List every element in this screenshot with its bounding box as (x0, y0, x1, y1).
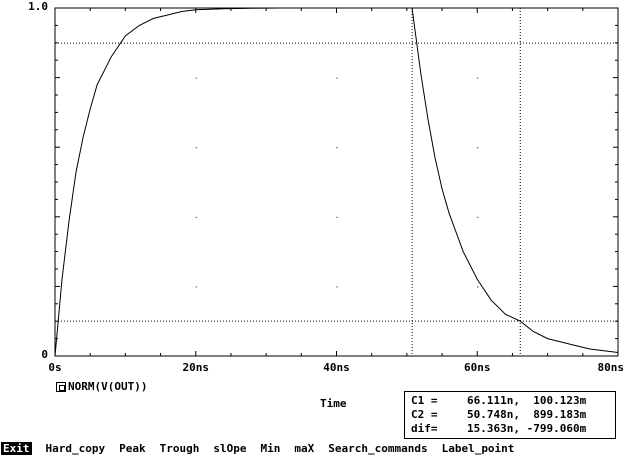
legend-marker-icon (56, 381, 66, 392)
grid-dot (336, 286, 338, 288)
cursor-value: 15.363n, -799.060m (467, 422, 587, 435)
x-tick-label: 0s (48, 361, 62, 374)
menu-item-trough[interactable]: Trough (159, 442, 200, 455)
x-tick-label: 20ns (182, 361, 210, 374)
grid-dot (195, 286, 197, 288)
command-menu-bar: Exit Hard_copy Peak Trough slOpe Min maX… (0, 442, 624, 455)
cursor-value: 50.748n, 899.183m (467, 408, 587, 421)
legend: NORM(V(OUT)) (56, 380, 147, 393)
grid-dots (195, 77, 479, 288)
cursor-label: C2 = (411, 408, 438, 421)
cursor-readout-box: C1 = 66.111n, 100.123m C2 = 50.748n, 899… (404, 391, 616, 439)
menu-item-search-commands[interactable]: Search_commands (328, 442, 428, 455)
menu-item-max[interactable]: maX (294, 442, 315, 455)
x-tick-label: 80ns (597, 361, 624, 374)
grid-dot (336, 147, 338, 149)
cursor-label: dif= (411, 422, 438, 435)
menu-item-exit[interactable]: Exit (1, 442, 32, 455)
grid-dot (336, 216, 338, 218)
grid-dot (336, 77, 338, 79)
y-tick-label: 0 (41, 348, 48, 361)
cursor-row-dif: dif= 15.363n, -799.060m (411, 422, 609, 436)
menu-item-label-point[interactable]: Label_point (441, 442, 515, 455)
cursor-lines (55, 8, 618, 356)
x-tick-label: 60ns (464, 361, 491, 374)
cursor-value: 66.111n, 100.123m (467, 394, 587, 407)
cursor-label: C1 = (411, 394, 438, 407)
axis-ticks (54, 7, 619, 357)
menu-item-peak[interactable]: Peak (119, 442, 146, 455)
menu-item-min[interactable]: Min (260, 442, 281, 455)
grid-dot (477, 286, 479, 288)
grid-dot (195, 77, 197, 79)
y-tick-label: 1.0 (28, 0, 48, 13)
grid-dot (477, 147, 479, 149)
legend-label: NORM(V(OUT)) (68, 380, 148, 393)
menu-item-hard-copy[interactable]: Hard_copy (45, 442, 106, 455)
grid-dot (477, 216, 479, 218)
series-line-norm-v-out (54, 7, 619, 357)
x-axis-title: Time (320, 397, 347, 410)
grid-dot (195, 216, 197, 218)
menu-item-slope[interactable]: slOpe (213, 442, 247, 455)
grid-dot (195, 147, 197, 149)
cursor-row-c2: C2 = 50.748n, 899.183m (411, 408, 609, 422)
x-tick-label: 40ns (323, 361, 350, 374)
cursor-row-c1: C1 = 66.111n, 100.123m (411, 394, 609, 408)
grid-dot (477, 77, 479, 79)
plot-area[interactable] (0, 0, 624, 380)
plot-frame (54, 7, 619, 357)
